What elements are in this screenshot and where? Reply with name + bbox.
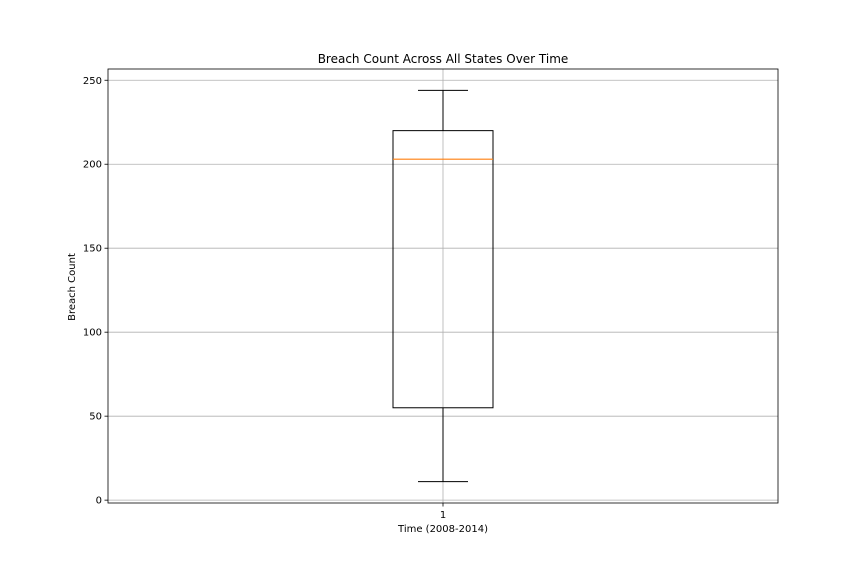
x-axis-label: Time (2008-2014): [397, 524, 488, 535]
y-tick-label: 150: [83, 244, 102, 255]
y-tick-label: 0: [96, 496, 102, 507]
x-axis-ticks: 1: [440, 503, 446, 521]
y-axis-ticks: 0 50 100 150 200 250: [83, 76, 108, 507]
chart-title: Breach Count Across All States Over Time: [318, 52, 569, 66]
y-axis-label: Breach Count: [67, 253, 78, 321]
x-tick-label: 1: [440, 510, 446, 521]
y-tick-label: 50: [89, 412, 102, 423]
interquartile-box: [392, 130, 494, 409]
box-plot: [392, 89, 494, 483]
y-tick-label: 100: [83, 328, 102, 339]
y-tick-label: 200: [83, 160, 102, 171]
grid-lines: [108, 69, 778, 503]
y-tick-label: 250: [83, 76, 102, 87]
